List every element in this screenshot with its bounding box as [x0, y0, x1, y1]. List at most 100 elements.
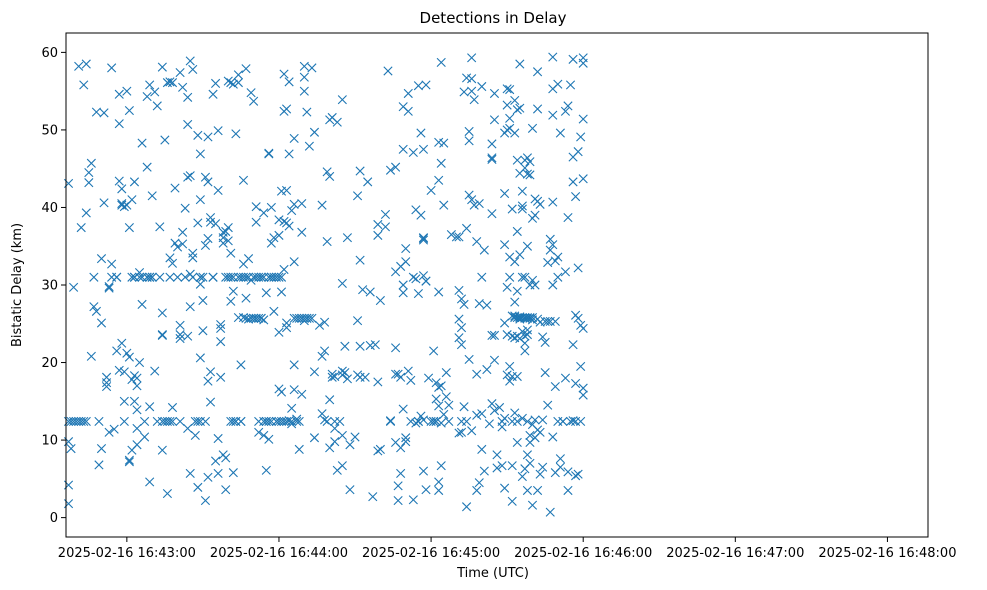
- data-point: [165, 272, 175, 282]
- data-point: [418, 235, 429, 245]
- data-point: [101, 381, 112, 392]
- data-point: [155, 272, 165, 282]
- data-point: [150, 87, 160, 97]
- data-point: [550, 316, 560, 327]
- data-point: [200, 240, 211, 251]
- data-point: [578, 58, 588, 68]
- data-point: [314, 320, 325, 330]
- data-point: [535, 427, 545, 437]
- data-point: [241, 293, 251, 303]
- data-point: [180, 203, 190, 213]
- data-point: [426, 185, 436, 195]
- data-point: [188, 272, 198, 282]
- data-point: [477, 272, 487, 282]
- data-point: [213, 433, 223, 444]
- data-point: [436, 418, 446, 428]
- plot-frame: [65, 32, 929, 538]
- data-point: [309, 433, 320, 443]
- data-point: [236, 416, 246, 427]
- data-point: [259, 315, 269, 325]
- data-point: [472, 369, 482, 379]
- data-point: [264, 149, 274, 159]
- data-point: [502, 330, 512, 340]
- data-point: [408, 495, 418, 505]
- chart-title: Detections in Delay: [420, 9, 567, 27]
- data-point: [355, 341, 365, 351]
- data-point: [223, 223, 233, 233]
- y-tick-label: 60: [41, 46, 58, 61]
- data-point: [69, 282, 79, 292]
- data-point: [550, 381, 560, 392]
- data-point: [530, 280, 540, 290]
- data-point: [345, 440, 355, 450]
- data-point: [284, 149, 294, 159]
- data-point: [434, 477, 444, 487]
- data-point: [294, 444, 304, 454]
- data-point: [474, 198, 484, 209]
- data-point: [145, 272, 155, 282]
- data-point: [434, 175, 444, 185]
- data-point: [228, 468, 238, 478]
- data-point: [200, 416, 211, 427]
- data-point: [576, 361, 586, 372]
- data-point: [477, 81, 487, 92]
- data-point: [413, 288, 423, 299]
- data-point: [355, 166, 365, 176]
- y-axis-ticks: 0 10 20 30 40 50 60: [41, 46, 66, 526]
- data-point: [472, 485, 482, 496]
- data-point: [223, 236, 233, 246]
- data-point: [297, 198, 307, 209]
- data-point: [576, 416, 586, 427]
- data-point: [510, 128, 520, 138]
- data-point: [299, 86, 309, 96]
- data-point: [276, 287, 287, 297]
- data-point: [555, 454, 565, 464]
- data-point: [226, 78, 236, 88]
- data-point: [416, 128, 426, 138]
- data-point: [205, 217, 216, 227]
- data-point: [205, 367, 216, 377]
- data-point: [522, 241, 533, 251]
- data-point: [94, 416, 104, 427]
- data-point: [264, 434, 274, 444]
- data-point: [418, 144, 429, 154]
- data-point: [167, 416, 178, 427]
- data-point: [500, 413, 510, 423]
- data-point: [325, 443, 335, 453]
- data-point: [469, 200, 479, 210]
- data-point: [269, 233, 279, 243]
- data-point: [352, 191, 363, 201]
- data-point: [563, 101, 573, 111]
- data-point: [459, 87, 469, 97]
- data-point: [307, 63, 317, 73]
- data-point: [251, 217, 261, 227]
- data-point: [274, 327, 284, 337]
- data-point: [320, 415, 330, 425]
- data-point: [223, 76, 233, 86]
- data-point: [101, 372, 112, 382]
- data-point: [396, 372, 406, 382]
- data-point: [568, 54, 578, 64]
- data-point: [241, 272, 251, 282]
- data-point: [365, 287, 375, 297]
- data-point: [337, 366, 347, 376]
- data-point: [228, 416, 238, 427]
- data-point: [510, 297, 520, 307]
- data-point: [165, 416, 175, 427]
- data-point: [502, 370, 512, 380]
- data-point: [461, 502, 472, 512]
- data-point: [216, 372, 226, 382]
- data-point: [294, 416, 304, 427]
- data-point: [434, 485, 444, 496]
- data-point: [188, 64, 198, 75]
- data-point: [297, 227, 307, 237]
- data-point: [200, 495, 211, 506]
- data-point: [507, 461, 517, 471]
- data-point: [289, 385, 299, 395]
- data-point: [134, 268, 145, 278]
- data-point: [160, 135, 170, 145]
- data-point: [360, 372, 370, 382]
- data-point: [436, 461, 446, 471]
- data-point: [459, 299, 469, 309]
- data-point: [124, 457, 134, 467]
